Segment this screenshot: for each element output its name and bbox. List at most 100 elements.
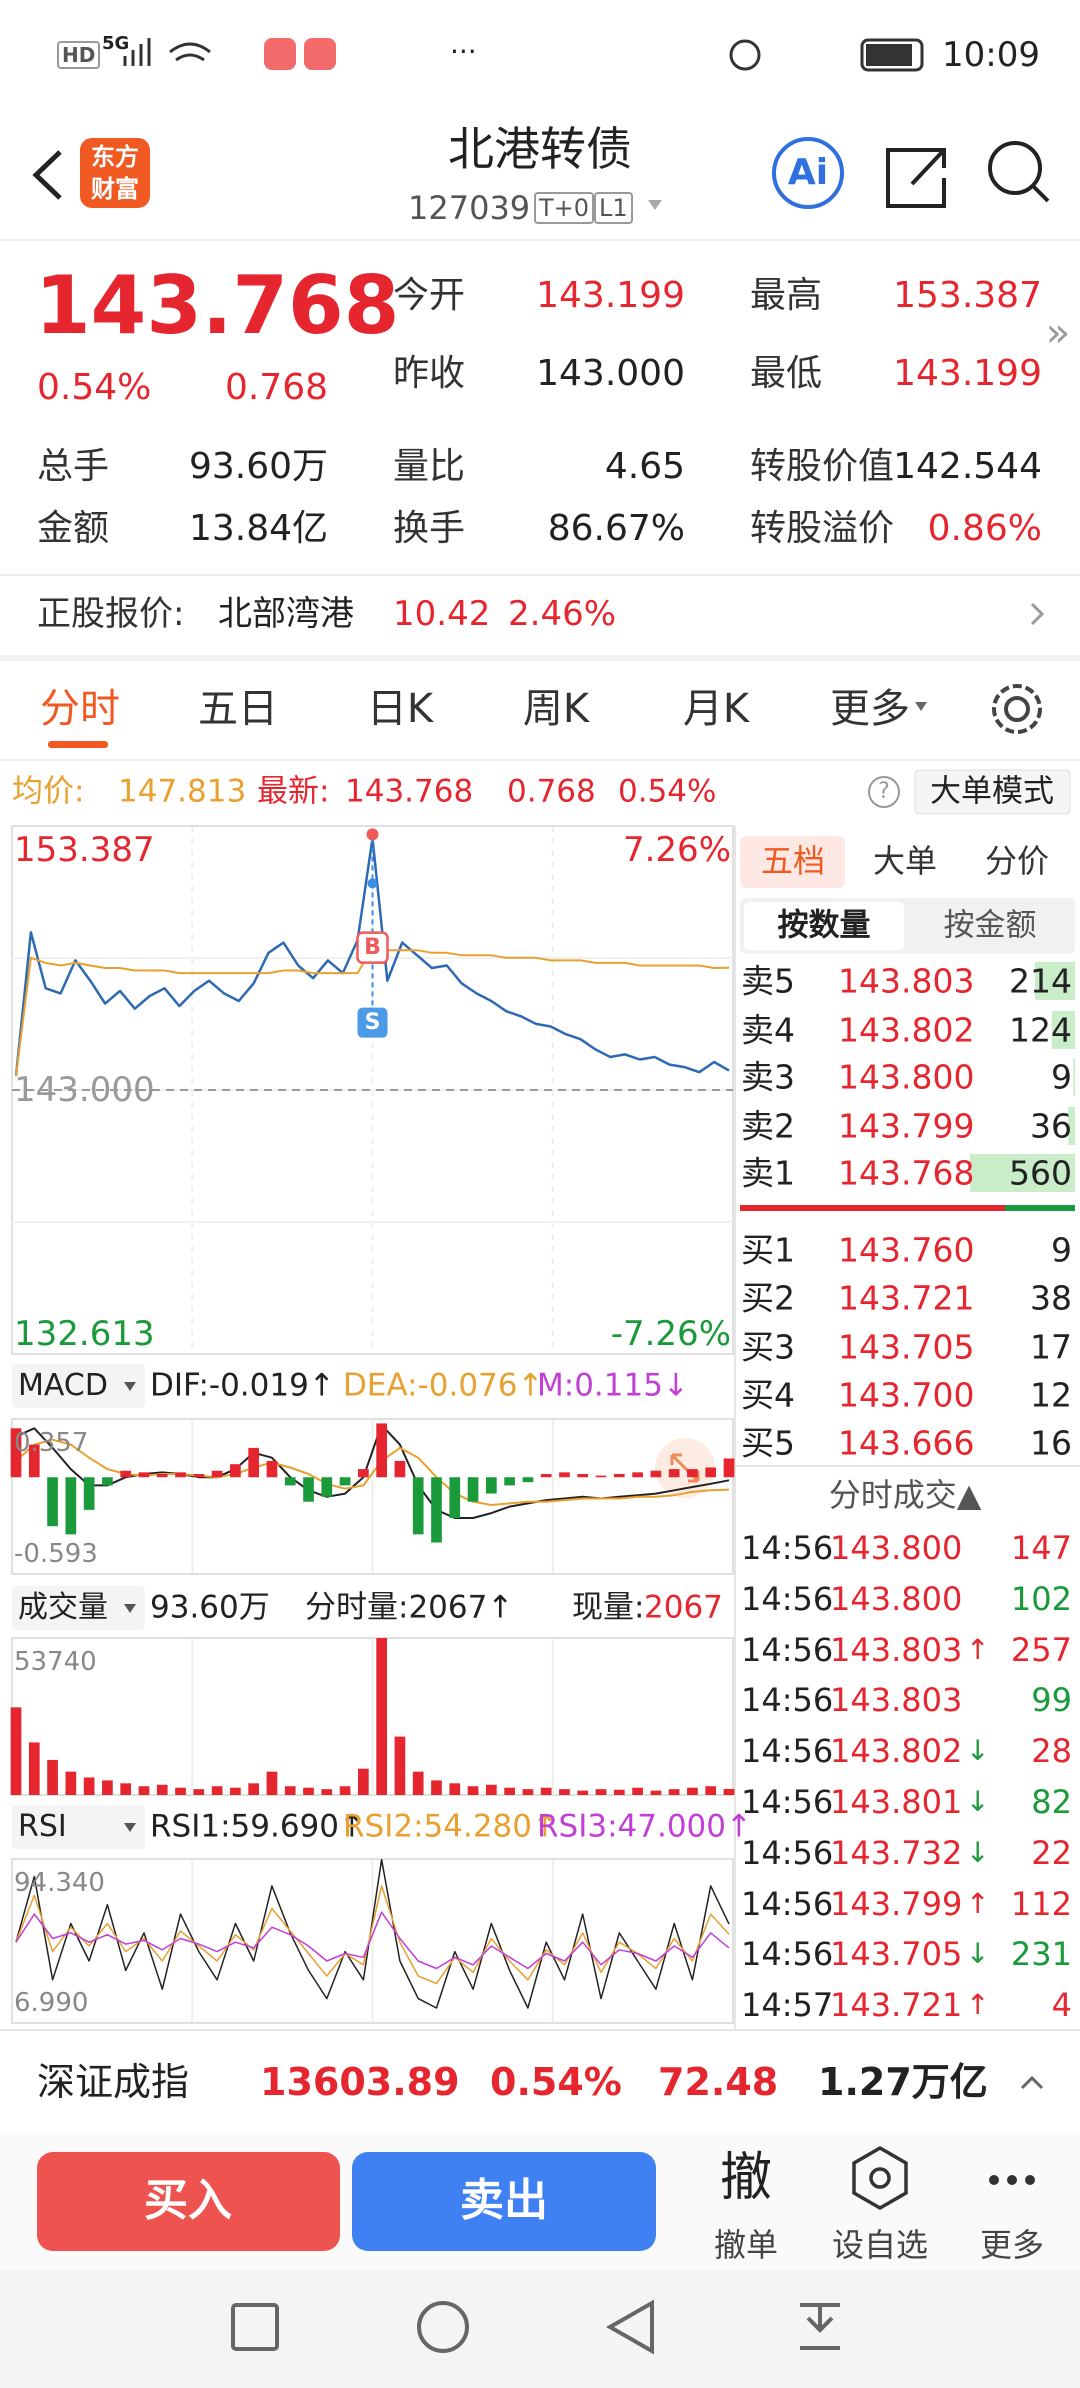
bar bbox=[613, 1473, 625, 1478]
qty-bar bbox=[1034, 962, 1075, 1000]
tab[interactable]: 月K bbox=[682, 686, 750, 732]
bar bbox=[723, 1458, 735, 1478]
nav-buttons[interactable] bbox=[231, 2299, 840, 2355]
search-button[interactable] bbox=[988, 141, 1050, 203]
sell-label[interactable]: 卖出 bbox=[460, 2175, 548, 2226]
logo-text: 财富 bbox=[91, 175, 139, 203]
trade-arrow: ↑ bbox=[966, 1988, 990, 2022]
book-tab[interactable]: 大单 bbox=[872, 842, 938, 880]
tab[interactable]: 更多 bbox=[830, 686, 910, 732]
book-tab[interactable]: 分价 bbox=[984, 842, 1050, 880]
trade-time: 14:56 bbox=[741, 1681, 834, 1720]
trade-qty: 102 bbox=[1010, 1579, 1072, 1618]
stat-label: 总手 bbox=[37, 446, 110, 487]
indicator-name[interactable]: RSI bbox=[18, 1809, 67, 1844]
index-name[interactable]: 深证成指 bbox=[37, 2060, 190, 2104]
index-change-pct: 0.54% bbox=[490, 2060, 622, 2104]
last-price: 143.768 bbox=[35, 259, 400, 352]
settings-button[interactable] bbox=[992, 684, 1042, 734]
more-icon[interactable] bbox=[989, 2175, 1035, 2185]
expand-icon bbox=[670, 1453, 700, 1483]
bar bbox=[284, 1786, 296, 1795]
sell-button[interactable] bbox=[352, 2152, 656, 2251]
buy-button[interactable] bbox=[37, 2152, 340, 2251]
trade-time: 14:56 bbox=[741, 1529, 834, 1567]
book-price: 143.721 bbox=[838, 1278, 975, 1318]
indicator-value: M:0.115↓ bbox=[537, 1367, 689, 1404]
cancel-label[interactable]: 撤单 bbox=[713, 2226, 779, 2264]
stat-label: 今开 bbox=[393, 275, 466, 316]
watch-icon-center bbox=[869, 2167, 891, 2189]
bar bbox=[28, 1444, 40, 1478]
app-icon bbox=[304, 38, 336, 70]
trade-qty: 257 bbox=[1010, 1630, 1072, 1669]
bar bbox=[668, 1469, 680, 1478]
bar bbox=[303, 1787, 314, 1795]
bar bbox=[559, 1789, 570, 1795]
y-tick-label: 53740 bbox=[14, 1647, 97, 1677]
y-tick-label: 94.340 bbox=[14, 1868, 105, 1898]
buy-label[interactable]: 买入 bbox=[144, 2175, 232, 2226]
watch-icon[interactable] bbox=[852, 2145, 908, 2211]
dropdown-icon bbox=[124, 1382, 136, 1391]
tab[interactable]: 日K bbox=[366, 686, 434, 732]
stat-value: 0.86% bbox=[927, 508, 1042, 549]
book-level: 买1 bbox=[741, 1230, 795, 1270]
trade-time: 14:56 bbox=[741, 1783, 834, 1821]
wifi-icon bbox=[169, 42, 211, 62]
alarm-icon bbox=[729, 39, 761, 71]
subtab-active[interactable] bbox=[744, 902, 904, 950]
book-subtab[interactable]: 按金额 bbox=[943, 907, 1037, 944]
tab-underline bbox=[48, 741, 108, 748]
mode-button[interactable] bbox=[914, 769, 1071, 815]
underlying-name[interactable]: 北部湾港 bbox=[218, 594, 354, 634]
dropdown-icon[interactable] bbox=[648, 200, 662, 210]
dropdown-icon bbox=[124, 1604, 136, 1613]
mode[interactable]: 大单模式 bbox=[930, 773, 1054, 810]
tab-highlight bbox=[740, 836, 845, 888]
trade-price: 143.721 bbox=[830, 1986, 963, 2025]
help-icon[interactable] bbox=[868, 776, 900, 808]
bar bbox=[577, 1790, 589, 1795]
indicator-name[interactable]: MACD bbox=[18, 1368, 108, 1403]
more-label[interactable]: 更多 bbox=[979, 2226, 1045, 2264]
trade-qty: 231 bbox=[1010, 1935, 1072, 1974]
qty-bar bbox=[970, 1154, 1075, 1192]
book-level: 卖4 bbox=[741, 1010, 795, 1050]
book-qty: 9 bbox=[1051, 1057, 1072, 1097]
book-price: 143.800 bbox=[838, 1057, 975, 1097]
indicator-select bbox=[12, 1805, 145, 1849]
tab[interactable]: 周K bbox=[522, 686, 590, 732]
indicator-name[interactable]: 成交量 bbox=[18, 1590, 108, 1625]
indicator-value: 现量: bbox=[572, 1589, 645, 1626]
bar bbox=[138, 1472, 150, 1478]
bar bbox=[175, 1787, 186, 1795]
buy-marker bbox=[356, 931, 389, 964]
bar bbox=[358, 1768, 369, 1795]
chevron[interactable] bbox=[1030, 602, 1045, 626]
ai-label[interactable]: Ai bbox=[787, 152, 829, 193]
indicator-value: RSI3:47.000↑ bbox=[537, 1808, 752, 1845]
back-button[interactable] bbox=[32, 150, 62, 200]
book-tab[interactable]: 五档 bbox=[760, 842, 826, 880]
tab[interactable]: 五日 bbox=[198, 686, 278, 732]
ai-button[interactable] bbox=[772, 137, 844, 209]
cancel-icon[interactable]: 撤 bbox=[719, 2148, 773, 2208]
bar bbox=[156, 1473, 168, 1478]
bar bbox=[193, 1789, 205, 1795]
share-button[interactable] bbox=[886, 148, 946, 208]
collapse-icon[interactable] bbox=[1020, 2075, 1044, 2090]
book-subtab[interactable]: 按数量 bbox=[777, 907, 871, 944]
help[interactable]: ? bbox=[878, 779, 890, 804]
expand[interactable]: » bbox=[1045, 310, 1071, 356]
qty-bar bbox=[1051, 1011, 1075, 1049]
watch-label[interactable]: 设自选 bbox=[831, 2226, 929, 2264]
bar bbox=[339, 1786, 351, 1795]
tab[interactable]: 分时 bbox=[40, 686, 120, 732]
trades-title[interactable]: 分时成交▲ bbox=[828, 1476, 982, 1514]
bar bbox=[595, 1475, 607, 1478]
bar bbox=[230, 1464, 241, 1478]
battery-level bbox=[866, 44, 912, 66]
bar bbox=[376, 1423, 387, 1478]
y-tick-label: -0.593 bbox=[14, 1539, 98, 1569]
